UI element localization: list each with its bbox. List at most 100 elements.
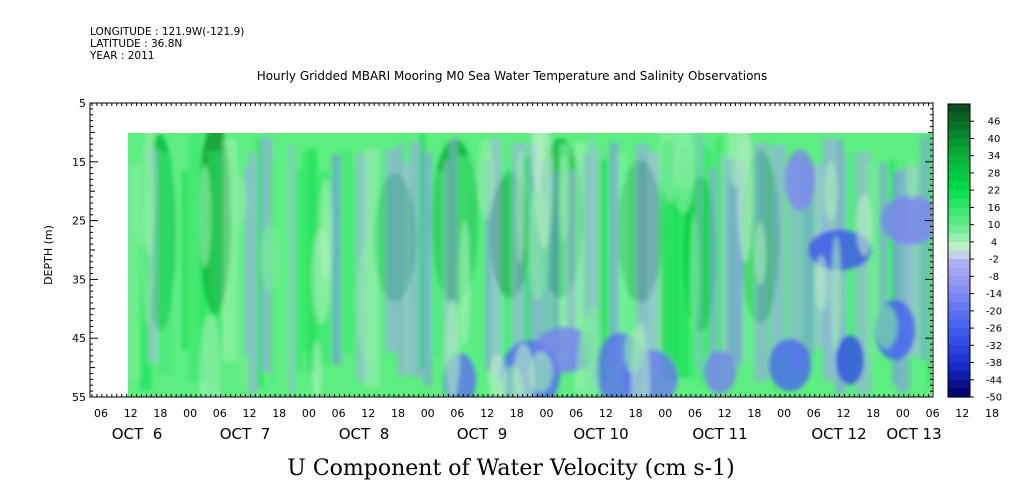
heatmap-light	[512, 343, 535, 397]
heatmap-light	[198, 165, 212, 268]
x-hour-label: 12	[124, 407, 138, 420]
colorbar-label: -26	[986, 324, 1002, 335]
colorbar-label: -44	[986, 375, 1002, 386]
colorbar-swatch	[948, 155, 970, 165]
colorbar-swatch	[948, 241, 970, 252]
y-tick-label: 45	[72, 332, 86, 345]
heatmap-streak	[559, 144, 571, 367]
x-hour-label: 06	[569, 407, 583, 420]
heatmap-streak	[887, 160, 897, 349]
colorbar-swatch	[948, 276, 970, 286]
heatmap-streak	[490, 138, 502, 379]
heatmap-streak	[920, 136, 931, 361]
heatmap-light	[229, 174, 249, 227]
x-hour-label: 12	[837, 407, 851, 420]
colorbar-swatch	[948, 104, 970, 114]
heatmap-streak	[419, 133, 425, 371]
heatmap-light	[831, 235, 842, 351]
heatmap-streak	[181, 171, 189, 351]
colorbar-swatch	[948, 250, 970, 260]
colorbar-swatch	[948, 190, 970, 200]
heatmap-streak	[647, 152, 661, 375]
heatmap-streak	[384, 149, 399, 353]
x-hour-label: 18	[510, 407, 524, 420]
heatmap-streak	[136, 167, 142, 374]
colorbar-swatch	[948, 121, 970, 131]
heatmap-streak	[736, 162, 743, 368]
heatmap-streak	[589, 138, 595, 390]
heatmap-streak	[553, 172, 560, 355]
x-hour-label: 12	[243, 407, 257, 420]
heatmap-streak	[696, 136, 703, 372]
heatmap-streak	[237, 165, 250, 389]
x-hour-label: 06	[213, 407, 227, 420]
x-hour-labels: 06 12 18 00 06 12 18 00 06 12 18 00 06 12 18 00 06 12 18 00…	[94, 407, 999, 420]
heatmap-streak	[379, 168, 387, 368]
heatmap-streak	[398, 142, 404, 377]
x-hour-label: 06	[926, 407, 940, 420]
heatmap-streak	[212, 151, 222, 391]
heatmap-streak	[709, 167, 716, 365]
colorbar-label: 46	[988, 117, 1001, 128]
x-hour-label: 06	[450, 407, 464, 420]
longitude-label: LONGITUDE : 121.9W(-121.9)	[90, 26, 244, 38]
latitude-label: LATITUDE : 36.8N	[90, 38, 182, 50]
heatmap-streak	[770, 144, 786, 356]
colorbar-label: 22	[988, 186, 1001, 197]
colorbar-label: 40	[988, 134, 1001, 145]
heatmap-light	[689, 215, 700, 334]
colorbar-label: -8	[989, 272, 999, 283]
x-hour-label: 00	[421, 407, 435, 420]
heatmap-light	[477, 137, 494, 219]
heatmap-streak	[593, 148, 599, 382]
heatmap-streak	[705, 148, 713, 355]
heatmap-streak	[189, 133, 203, 381]
heatmap-light	[874, 304, 898, 349]
colorbar-swatch	[948, 302, 970, 312]
x-hour-label: 18	[153, 407, 167, 420]
x-date-label: OCT 11	[692, 425, 747, 443]
heatmap-light	[658, 133, 681, 203]
x-date-label: OCT 10	[573, 425, 628, 443]
colorbar-swatch	[948, 345, 970, 355]
y-axis-title: DEPTH (m)	[42, 225, 55, 285]
x-hour-label: 00	[540, 407, 554, 420]
heatmap-streak	[199, 161, 207, 384]
heatmap-streak	[174, 141, 185, 360]
heatmap-light	[515, 148, 525, 265]
colorbar-swatch	[948, 216, 970, 226]
heatmap-streak	[802, 162, 814, 356]
heatmap-blob	[768, 338, 812, 392]
heatmap-light	[624, 330, 643, 374]
colorbar-swatch	[948, 284, 970, 295]
x-date-label: OCT 7	[220, 425, 271, 443]
heatmap-streak	[423, 152, 432, 386]
x-hour-label: 00	[777, 407, 791, 420]
heatmap-light	[357, 243, 377, 361]
heatmap-streak	[879, 162, 888, 352]
x-hour-label: 00	[183, 407, 197, 420]
colorbar-swatch	[948, 172, 970, 183]
y-tick-labels: 5 15 25 35 45 55	[72, 97, 86, 404]
x-hour-label: 18	[391, 407, 405, 420]
heatmap-light	[583, 306, 602, 366]
x-hour-label: 12	[480, 407, 494, 420]
heatmap-streak	[566, 170, 578, 368]
heatmap-streak	[157, 152, 174, 376]
heatmap-light	[445, 299, 460, 397]
colorbar-swatch	[948, 353, 970, 364]
heatmap-light	[823, 161, 838, 222]
y-axis-ticks	[90, 102, 933, 398]
colorbar-swatch	[948, 138, 970, 148]
heatmap-streak	[302, 152, 308, 352]
colorbar-labels: 46 40 34 28 22 16 10 4 -2 -8 -14 -20 -26 -32 -38 -44 -50	[970, 117, 1002, 404]
colorbar-swatch	[948, 371, 970, 381]
heatmap-streak	[294, 168, 304, 371]
x-hour-label: 12	[599, 407, 613, 420]
colorbar	[948, 104, 970, 398]
heatmap-light	[488, 354, 507, 397]
heatmap-streak	[332, 154, 342, 365]
heatmap-streak	[927, 133, 932, 387]
colorbar-swatch	[948, 259, 970, 269]
colorbar-swatch	[948, 224, 970, 234]
